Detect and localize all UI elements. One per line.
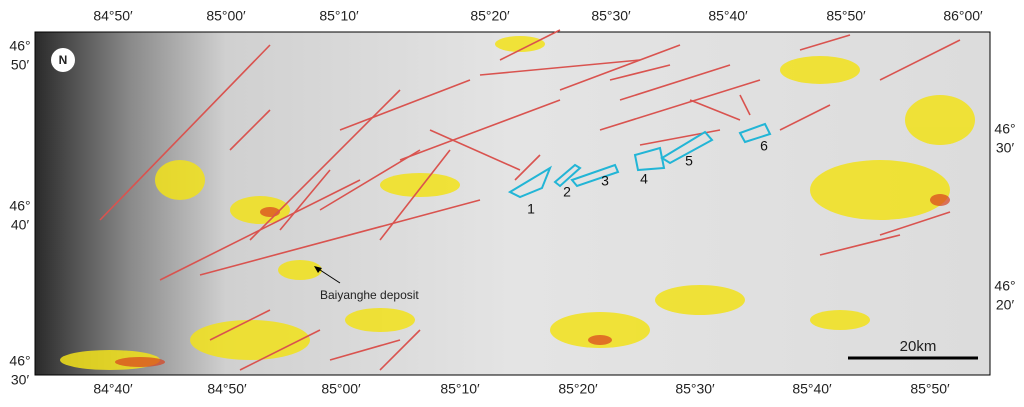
deposit-label: Baiyanghe deposit: [320, 288, 419, 302]
zone-label: 5: [685, 153, 693, 169]
top-label: 86°00′: [943, 8, 983, 24]
bottom-label: 85°40′: [792, 381, 832, 397]
top-label: 85°20′: [470, 8, 510, 24]
bottom-label: 84°50′: [207, 381, 247, 397]
top-coords: 84°50′ 85°00′ 85°10′ 85°20′ 85°30′ 85°40…: [93, 8, 983, 24]
top-label: 85°40′: [708, 8, 748, 24]
left-label-deg: 46°: [9, 38, 30, 54]
left-coords: 46° 50′ 46° 40′ 46° 30′: [9, 38, 30, 388]
right-label-deg: 46°: [994, 278, 1015, 294]
bottom-label: 85°30′: [675, 381, 715, 397]
right-label-deg: 46°: [994, 121, 1015, 137]
left-label-min: 50′: [11, 57, 30, 73]
top-label: 85°50′: [826, 8, 866, 24]
left-label-deg: 46°: [9, 198, 30, 214]
zone-label: 6: [760, 138, 768, 154]
bottom-label: 85°50′: [910, 381, 950, 397]
north-arrow: [51, 48, 75, 72]
deposit-arrow: [316, 267, 341, 284]
top-label: 85°10′: [319, 8, 359, 24]
zone-label: 4: [640, 171, 648, 187]
faults: [99, 29, 961, 371]
top-label: 85°30′: [591, 8, 631, 24]
deposit-arrowhead: [314, 266, 322, 273]
left-label-deg: 46°: [9, 353, 30, 369]
bottom-coords: 84°40′ 84°50′ 85°00′ 85°10′ 85°20′ 85°30…: [93, 381, 950, 397]
alteration-patches: [60, 36, 975, 370]
left-label-min: 30′: [11, 372, 30, 388]
bottom-label: 84°40′: [93, 381, 133, 397]
right-coords: 46° 30′ 46° 20′: [994, 121, 1015, 313]
bottom-label: 85°10′: [440, 381, 480, 397]
bottom-label: 85°20′: [558, 381, 598, 397]
zone-label: 2: [563, 184, 571, 200]
north-label: N: [59, 53, 68, 67]
zone-label: 1: [527, 201, 535, 217]
right-label-min: 20′: [996, 297, 1015, 313]
right-label-min: 30′: [996, 140, 1015, 156]
scale-label: 20km: [900, 338, 937, 355]
zones: [507, 122, 772, 199]
top-label: 85°00′: [206, 8, 246, 24]
zone-label: 3: [601, 173, 609, 189]
top-label: 84°50′: [93, 8, 133, 24]
left-label-min: 40′: [11, 217, 30, 233]
bottom-label: 85°00′: [321, 381, 361, 397]
